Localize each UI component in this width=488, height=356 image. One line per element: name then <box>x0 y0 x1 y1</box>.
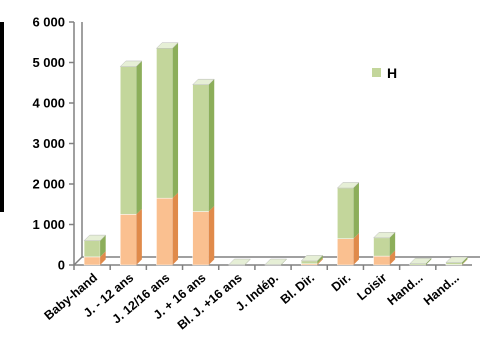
y-tick-label: 4 000 <box>32 96 65 111</box>
bar-segment-front <box>300 260 318 265</box>
bar-segment-front <box>120 214 137 266</box>
bar-segment-side <box>100 251 106 265</box>
bar-segment-front <box>120 66 137 215</box>
bar-segment-side <box>136 208 142 265</box>
bar-segment-front <box>83 240 101 258</box>
bar-segment-side <box>208 205 215 265</box>
legend-label: H <box>387 65 397 81</box>
bar-segment-front <box>192 84 209 212</box>
bar-segment-side <box>389 232 396 257</box>
bar-segment-top <box>409 257 432 264</box>
y-tick-label: 0 <box>58 258 65 273</box>
bar-segment-side <box>208 79 215 212</box>
bar-segment-front <box>373 237 390 257</box>
y-tick-label: 2 000 <box>32 177 65 192</box>
bar-segment-side <box>172 42 179 199</box>
bar-segment-side <box>317 255 323 264</box>
bar-segment-side <box>461 258 468 265</box>
bar-segment-side <box>353 233 359 265</box>
bar-segment-top <box>445 256 468 263</box>
bar-segment-front <box>156 197 173 266</box>
bars <box>83 42 468 266</box>
bar-segment-side <box>172 192 179 265</box>
bar-segment-front <box>337 187 354 239</box>
left-accent-bar <box>0 22 4 212</box>
bar-segment-top <box>119 60 143 67</box>
y-tick-label: 5 000 <box>32 55 65 70</box>
bar-segment-top <box>192 78 215 85</box>
bar-segment-front <box>337 238 354 266</box>
bar-segment-top <box>264 258 288 265</box>
bar-segment-front <box>373 255 390 266</box>
bar-segment-side <box>136 60 142 215</box>
bar-segment-top <box>373 232 396 239</box>
bar-segment-front <box>83 256 101 266</box>
legend: H <box>372 65 397 81</box>
floor-edge-line <box>73 256 83 266</box>
bar-segment-top <box>336 182 360 189</box>
bar-segment-front <box>445 262 463 265</box>
bar-segment-side <box>389 250 396 265</box>
bar-segment-side <box>317 258 323 265</box>
y-tick-label: 6 000 <box>32 15 65 30</box>
bar-segment-top <box>83 234 107 241</box>
y-tick-label: 1 000 <box>32 217 65 232</box>
bar-segment-top <box>300 255 324 262</box>
y-tick-label: 3 000 <box>32 136 65 151</box>
bar-segment-side <box>353 182 359 239</box>
bar-segment-side <box>425 258 432 265</box>
bar-segment-side <box>100 235 106 257</box>
x-category-label: Dir. <box>329 271 353 295</box>
bar-segment-front <box>192 211 209 266</box>
x-category-label: Bl. Dir. <box>278 271 317 307</box>
bar-segment-side <box>461 256 468 265</box>
bar-segment-front <box>156 48 173 199</box>
x-category-label: Hand... <box>385 271 426 309</box>
x-category-label: Hand... <box>421 271 462 309</box>
bar-segment-top <box>228 258 251 265</box>
bar-segment-top <box>155 42 179 49</box>
legend-swatch <box>372 68 381 77</box>
